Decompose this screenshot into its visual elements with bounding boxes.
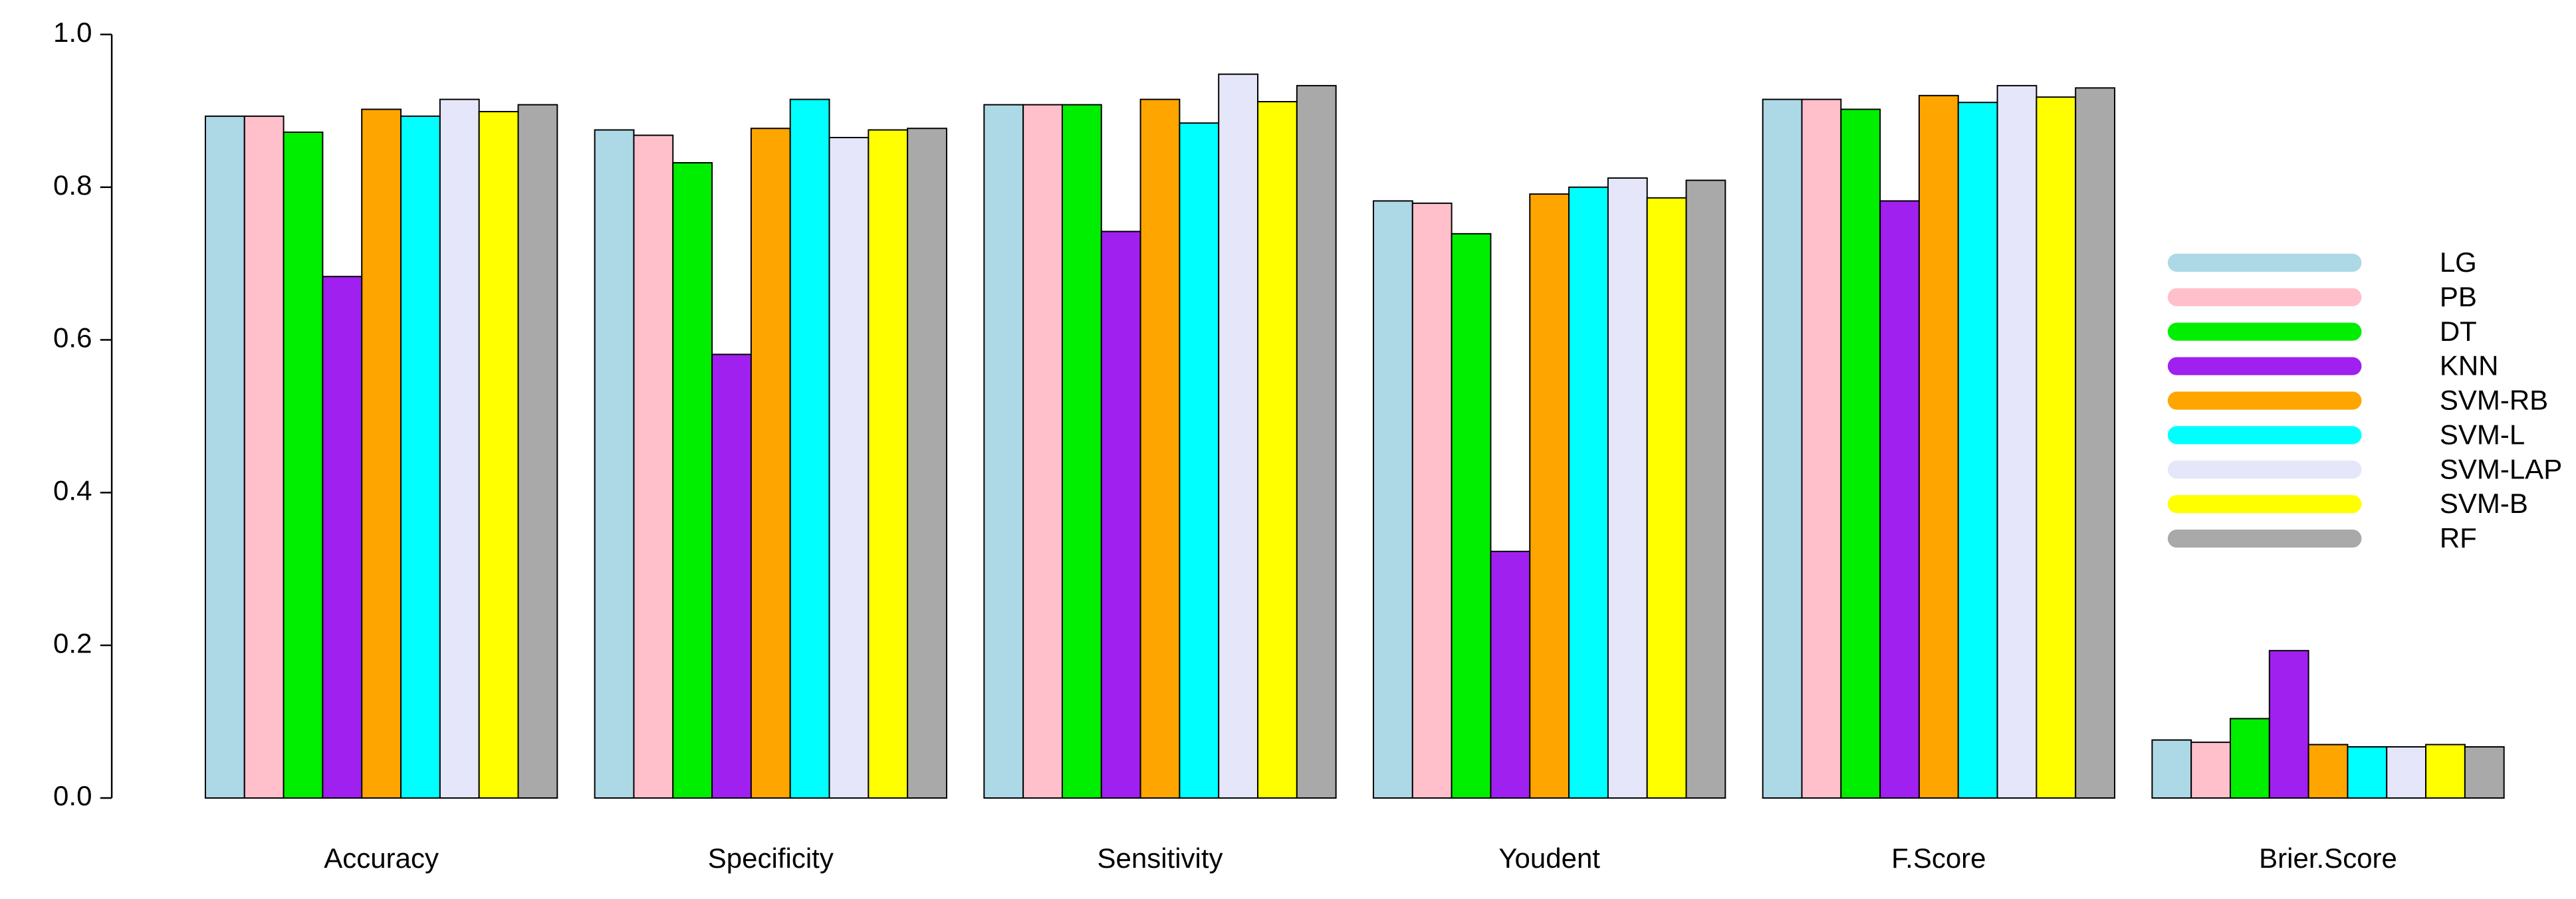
bar — [2464, 746, 2505, 799]
x-tick-label: Sensitivity — [1097, 843, 1223, 874]
y-tick-label: 0.4 — [53, 474, 92, 506]
y-tick-label: 0.8 — [53, 169, 92, 201]
bar — [517, 104, 558, 799]
x-tick-label: Brier.Score — [2259, 843, 2397, 874]
bar — [1411, 202, 1453, 799]
bar — [594, 129, 635, 799]
x-tick-label: F.Score — [1891, 843, 1986, 874]
bar — [204, 115, 245, 799]
bar — [711, 353, 752, 799]
bar — [1257, 101, 1298, 799]
legend-label: SVM-B — [2440, 488, 2528, 519]
x-tick-label: Specificity — [708, 843, 834, 874]
bar — [1996, 84, 2038, 799]
bar — [2230, 718, 2270, 799]
bar — [1607, 177, 1648, 799]
y-tick-label: 0.6 — [53, 322, 92, 353]
y-tick-label: 0.0 — [53, 780, 92, 811]
bar — [2347, 746, 2388, 799]
x-tick-label: Accuracy — [324, 843, 439, 874]
bar — [439, 98, 480, 799]
y-tick-label: 0.2 — [53, 627, 92, 658]
bar — [400, 115, 441, 799]
legend-label: PB — [2440, 281, 2477, 312]
bar — [1801, 98, 1842, 799]
bar — [1451, 233, 1492, 799]
bar — [2268, 650, 2309, 799]
bar — [478, 110, 519, 799]
bar — [2386, 746, 2427, 799]
bar — [828, 137, 870, 799]
bar — [243, 115, 285, 799]
legend-label: SVM-LAP — [2440, 453, 2562, 484]
y-tick-label: 1.0 — [53, 17, 92, 48]
bar — [2307, 744, 2349, 799]
bar — [1685, 179, 1726, 799]
bar — [1840, 108, 1881, 799]
bar — [1100, 231, 1141, 799]
bar — [1218, 73, 1259, 799]
bar — [868, 129, 909, 799]
bar — [983, 104, 1024, 799]
bar — [789, 98, 830, 799]
bar — [2425, 744, 2466, 799]
bar — [2190, 742, 2231, 799]
legend-label: DT — [2440, 316, 2477, 347]
legend-label: KNN — [2440, 350, 2499, 381]
bar — [1373, 200, 1413, 799]
bar — [633, 134, 674, 799]
bar — [1879, 200, 1920, 799]
legend-label: SVM-RB — [2440, 385, 2548, 416]
bar — [2075, 87, 2116, 799]
bar — [2036, 96, 2077, 799]
bar — [1490, 550, 1531, 799]
bar — [1762, 98, 1803, 799]
bar — [361, 108, 402, 799]
bar — [2151, 739, 2192, 799]
bar — [1568, 186, 1609, 799]
bar — [672, 161, 713, 799]
bar — [1139, 98, 1181, 799]
legend-label: LG — [2440, 247, 2477, 278]
bar — [1179, 122, 1220, 799]
bar — [1061, 104, 1102, 799]
legend-label: SVM-L — [2440, 419, 2525, 450]
bar — [1022, 104, 1063, 799]
bar — [283, 131, 324, 799]
bar — [1918, 94, 1959, 799]
bar — [1529, 193, 1570, 799]
legend-label: RF — [2440, 522, 2477, 553]
bar — [1296, 84, 1337, 799]
bar — [1957, 102, 1998, 799]
x-tick-label: Youdent — [1498, 843, 1600, 874]
bar — [750, 128, 791, 799]
bar — [322, 276, 363, 799]
bar — [907, 128, 947, 799]
bar — [1646, 197, 1687, 799]
